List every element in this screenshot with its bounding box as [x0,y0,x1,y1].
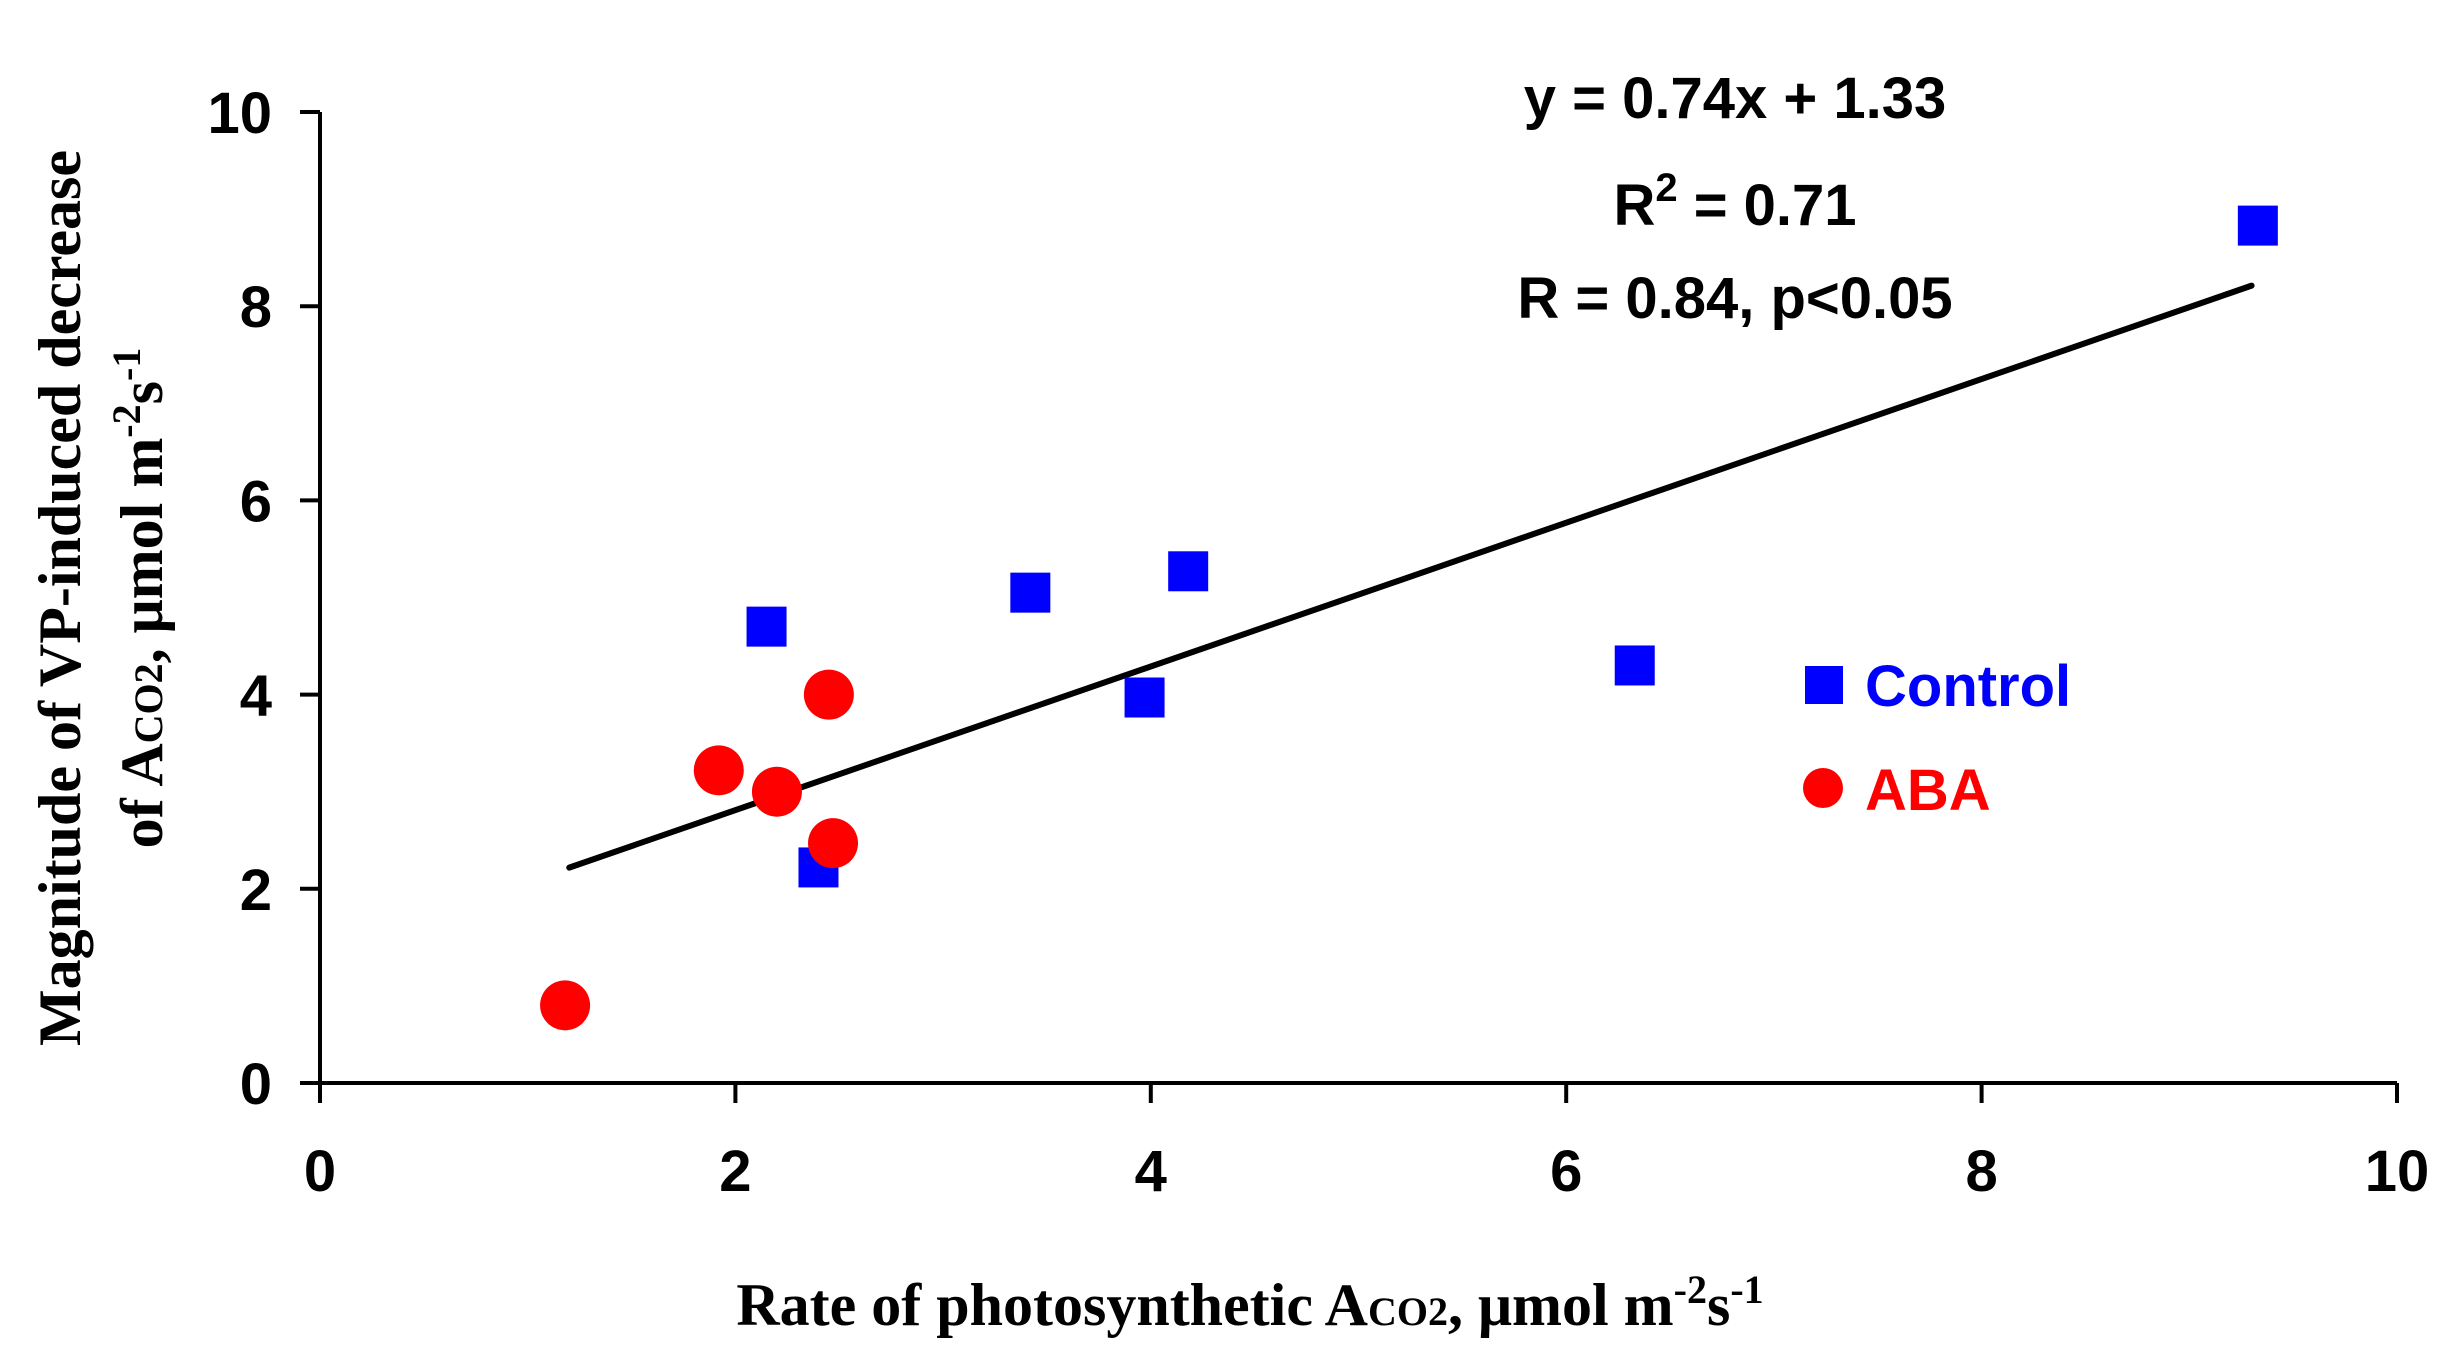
control-point [746,606,787,647]
x-title-prefix: Rate of photosynthetic A [736,1272,1368,1338]
legend-control-label: Control [1865,654,2071,719]
r-p-label: R = 0.84, p<0.05 [1517,266,1952,331]
r2-value: = 0.71 [1678,173,1857,238]
y-title-line2: of ACO2, μmol m-2s-1 [104,348,175,849]
legend-aba-label: ABA [1865,758,1991,823]
legend: Control ABA [1803,654,2071,823]
x-tick-label: 8 [1965,1139,1997,1204]
y-title-mid2: s [109,381,175,404]
trendline [566,282,2255,871]
x-title-sub: CO2 [1368,1289,1448,1334]
y-title-middle: , μmol m [109,438,175,664]
legend-control-marker [1805,666,1843,704]
x-title-mid2: s [1707,1272,1730,1338]
aba-point [540,980,591,1031]
y-tick-label: 2 [240,858,272,923]
r2-sup: 2 [1655,166,1677,210]
y-axis-title: Magnitude of VP-induced decrease of ACO2… [27,150,175,1046]
y-tick-label: 4 [240,664,272,729]
x-tick-label: 0 [304,1139,336,1204]
control-point [2237,205,2278,246]
y-title-sup1: -2 [104,404,149,437]
x-title-middle: , μmol m [1448,1272,1674,1338]
control-point [1168,551,1209,592]
x-tick-label: 6 [1550,1139,1582,1204]
r2-prefix: R [1613,173,1655,238]
y-title-prefix: of A [109,743,175,848]
y-ticks: 0 2 4 6 8 10 [207,81,320,1117]
y-tick-label: 10 [207,81,272,146]
equation-label: y = 0.74x + 1.33 [1524,66,1946,131]
x-axis-title: Rate of photosynthetic ACO2, μmol m-2s-1 [736,1267,1763,1338]
aba-point [751,766,802,817]
aba-point [803,669,854,720]
x-tick-label: 10 [2365,1139,2430,1204]
control-point [1614,645,1655,686]
r2-label: R2 = 0.71 [1613,166,1856,238]
control-point [1124,677,1165,718]
legend-aba-marker [1803,768,1843,808]
y-title-sub: CO2 [126,663,171,743]
x-ticks: 0 2 4 6 8 10 [304,1083,2429,1204]
aba-point [808,818,859,869]
data-points [540,205,2278,1031]
x-title-sup2: -1 [1730,1267,1763,1312]
control-point [1010,572,1051,613]
aba-point [693,745,744,796]
x-tick-label: 4 [1135,1139,1167,1204]
y-title-line1: Magnitude of VP-induced decrease [27,150,93,1046]
y-tick-label: 0 [240,1052,272,1117]
y-tick-label: 6 [240,469,272,534]
y-title-sup2: -1 [104,348,149,381]
y-tick-label: 8 [240,275,272,340]
x-tick-label: 2 [719,1139,751,1204]
x-title-sup1: -2 [1674,1267,1707,1312]
